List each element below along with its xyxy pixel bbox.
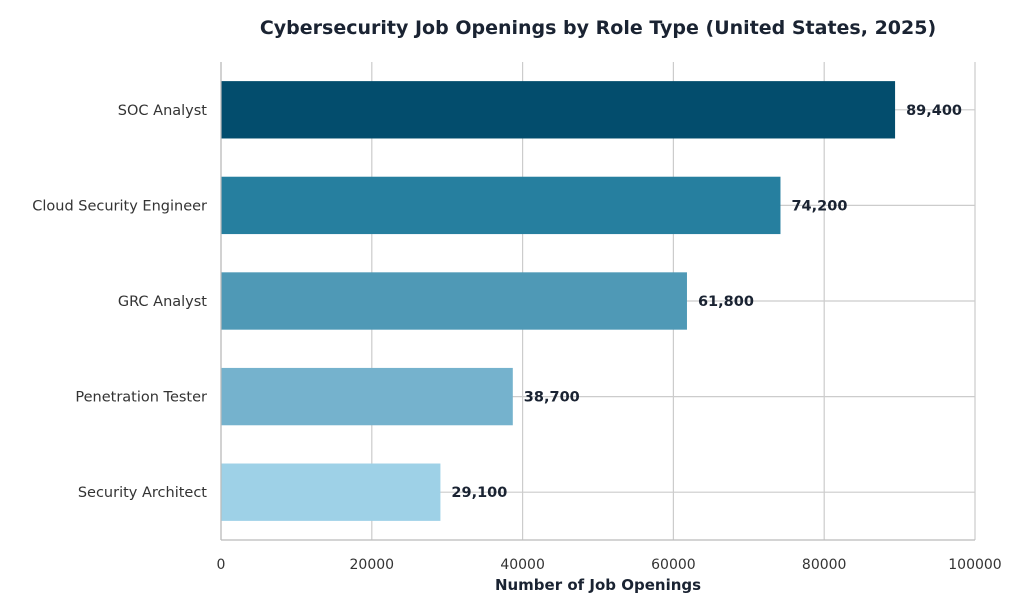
x-tick-label: 40000 <box>500 557 545 573</box>
bar <box>221 463 441 521</box>
chart-title: Cybersecurity Job Openings by Role Type … <box>260 17 936 39</box>
data-label: 61,800 <box>698 294 754 310</box>
bar <box>221 176 781 235</box>
category-label: SOC Analyst <box>118 103 208 119</box>
x-tick-label: 80000 <box>802 557 847 573</box>
data-labels: 89,400 74,200 61,800 38,700 29,100 <box>451 103 962 501</box>
bar <box>221 367 513 426</box>
x-axis-title: Number of Job Openings <box>495 576 701 594</box>
x-tick-label: 20000 <box>350 557 395 573</box>
category-label: Cloud Security Engineer <box>32 198 207 214</box>
x-tick-label: 100000 <box>948 557 1001 573</box>
axes: 0 20000 40000 60000 80000 100000 SOC Analyst Cl… <box>32 62 1002 573</box>
category-label: GRC Analyst <box>118 294 207 310</box>
x-tick-label: 60000 <box>651 557 696 573</box>
category-label: Security Architect <box>78 485 207 501</box>
data-label: 38,700 <box>524 390 580 406</box>
bar <box>221 272 687 330</box>
data-label: 74,200 <box>791 198 847 214</box>
bars <box>221 81 896 521</box>
category-label: Penetration Tester <box>75 390 207 406</box>
bar <box>221 81 896 139</box>
x-tick-label: 0 <box>217 557 226 573</box>
data-label: 89,400 <box>906 103 962 119</box>
data-label: 29,100 <box>451 485 507 501</box>
